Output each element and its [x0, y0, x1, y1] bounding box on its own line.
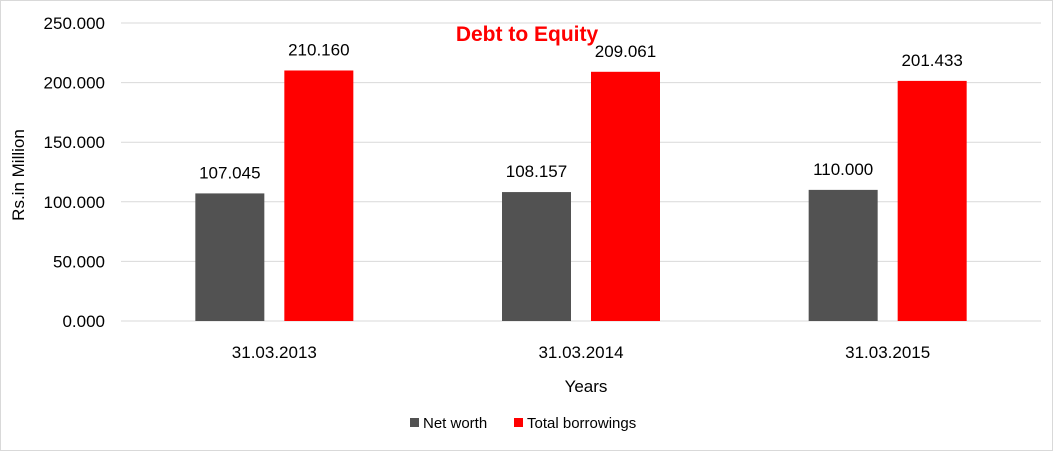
y-tick-label: 150.000: [44, 133, 105, 152]
legend-label: Net worth: [423, 415, 487, 432]
y-tick-label: 50.000: [53, 252, 105, 271]
legend-label: Total borrowings: [527, 415, 636, 432]
bars: [195, 70, 967, 321]
data-label: 209.061: [595, 42, 656, 61]
data-label: 110.000: [813, 160, 873, 179]
x-category-label: 31.03.2014: [538, 343, 623, 362]
data-label: 107.045: [199, 163, 260, 182]
y-tick-label: 100.000: [44, 193, 105, 212]
x-axis-categories: 31.03.2013 31.03.2014 31.03.2015: [232, 343, 930, 362]
legend: Net worth Total borrowings: [410, 415, 636, 432]
x-axis-title: Years: [565, 377, 608, 396]
y-axis-ticks: 0.000 50.000 100.000 150.000 200.000 250.000: [44, 14, 105, 331]
y-tick-label: 200.000: [44, 74, 105, 93]
legend-swatch: [514, 418, 523, 427]
bar-total-borrowings: [591, 71, 660, 321]
bar-total-borrowings: [897, 80, 967, 321]
data-labels: 107.045 210.160 108.157 209.061 110.000 201.4…: [199, 40, 963, 182]
bar-net-worth: [195, 193, 265, 321]
data-label: 201.433: [901, 51, 962, 70]
data-label: 210.160: [288, 40, 349, 59]
x-category-label: 31.03.2013: [232, 343, 317, 362]
y-tick-label: 250.000: [44, 14, 105, 33]
data-label: 108.157: [506, 162, 567, 181]
legend-swatch: [410, 418, 419, 427]
bar-total-borrowings: [284, 70, 354, 321]
bar-net-worth: [808, 189, 878, 321]
chart-title: Debt to Equity: [456, 23, 599, 46]
y-axis-title: Rs.in Million: [9, 129, 28, 221]
x-category-label: 31.03.2015: [845, 343, 930, 362]
bar-net-worth: [502, 192, 571, 321]
y-tick-label: 0.000: [62, 312, 105, 331]
gridlines: [121, 22, 1041, 322]
